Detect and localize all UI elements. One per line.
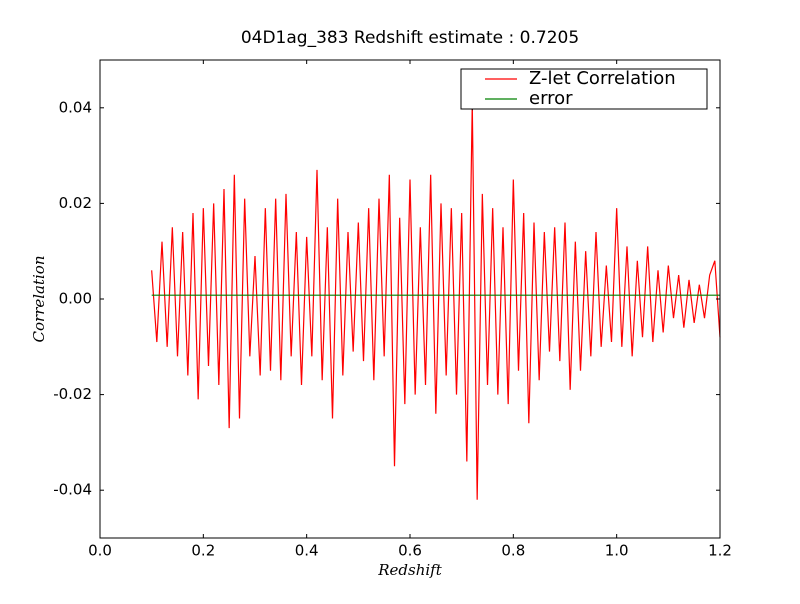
x-tick-label: 0.4 xyxy=(295,542,319,560)
chart-title: 04D1ag_383 Redshift estimate : 0.7205 xyxy=(241,28,579,48)
y-tick-label: 0.02 xyxy=(59,194,92,212)
x-axis-label: Redshift xyxy=(377,561,442,579)
x-tick-label: 1.2 xyxy=(708,542,732,560)
y-tick-label: -0.02 xyxy=(53,385,92,403)
y-tick-label: 0.04 xyxy=(59,98,92,116)
x-tick-label: 0.8 xyxy=(501,542,525,560)
x-tick-label: 0.2 xyxy=(191,542,215,560)
x-tick-label: 1.0 xyxy=(605,542,629,560)
y-tick-label: -0.04 xyxy=(53,481,92,499)
series-line xyxy=(151,103,721,500)
y-tick-label: 0.00 xyxy=(59,290,92,308)
x-tick-label: 0.6 xyxy=(398,542,422,560)
legend-box xyxy=(460,68,708,110)
x-tick-label: 0.0 xyxy=(88,542,112,560)
legend-label: Z-let Correlation xyxy=(529,68,676,89)
y-axis-label: Correlation xyxy=(30,256,48,343)
legend-label: error xyxy=(529,88,573,109)
